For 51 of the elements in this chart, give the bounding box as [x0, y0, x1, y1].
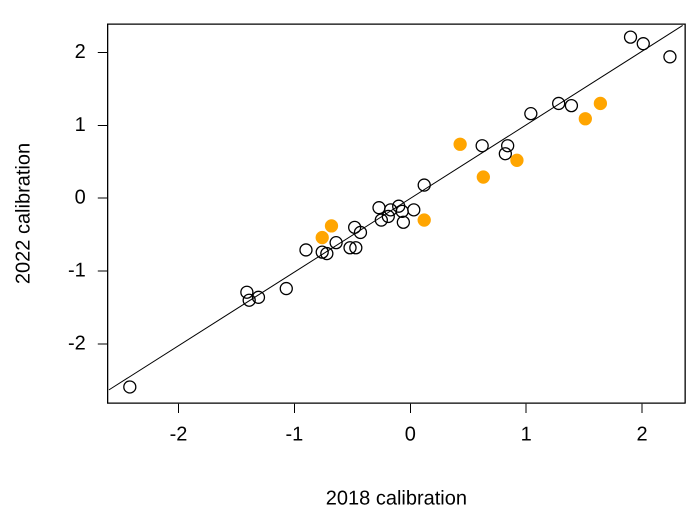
point: [329, 236, 343, 250]
point: [418, 178, 431, 192]
point: [663, 50, 677, 64]
point: [382, 210, 395, 224]
point: [453, 138, 467, 151]
point: [396, 204, 409, 218]
point: [501, 139, 514, 152]
point: [123, 380, 136, 394]
point: [396, 216, 410, 229]
point: [476, 170, 490, 184]
point: [252, 290, 266, 304]
point: [552, 96, 566, 110]
point: [320, 246, 334, 260]
point: [349, 241, 362, 254]
point: [564, 98, 578, 112]
point: [372, 201, 386, 214]
point: [476, 139, 489, 152]
x-tick-label: 2: [636, 424, 648, 446]
point: [624, 30, 638, 44]
x-tick-label: -1: [285, 424, 304, 446]
y-tick-label: 2: [74, 40, 86, 63]
point: [280, 282, 293, 296]
point: [524, 107, 538, 120]
point: [240, 286, 254, 299]
point: [348, 220, 362, 234]
x-tick-label: 1: [520, 424, 532, 446]
point: [407, 203, 420, 217]
y-axis-title: 2022 calibration: [12, 142, 35, 284]
point: [316, 230, 329, 244]
point: [594, 96, 608, 110]
x-tick-label: 0: [404, 424, 416, 446]
y-tick-label: 0: [74, 186, 86, 209]
point: [578, 112, 592, 126]
point: [510, 154, 524, 167]
point: [354, 226, 368, 240]
point: [374, 213, 388, 227]
point: [384, 203, 398, 217]
point: [343, 241, 357, 254]
y-tick-label: -1: [68, 260, 86, 282]
x-axis-title: 2018 calibration: [326, 488, 467, 510]
point: [636, 37, 650, 50]
point: [324, 219, 338, 233]
point: [316, 245, 329, 259]
y-tick-label: 1: [74, 114, 86, 136]
x-tick-label: -2: [170, 424, 188, 446]
y-tick-label: -2: [68, 332, 86, 354]
point: [392, 200, 406, 213]
point: [242, 294, 256, 307]
point: [498, 147, 512, 160]
point: [299, 243, 313, 257]
point: [418, 213, 431, 227]
